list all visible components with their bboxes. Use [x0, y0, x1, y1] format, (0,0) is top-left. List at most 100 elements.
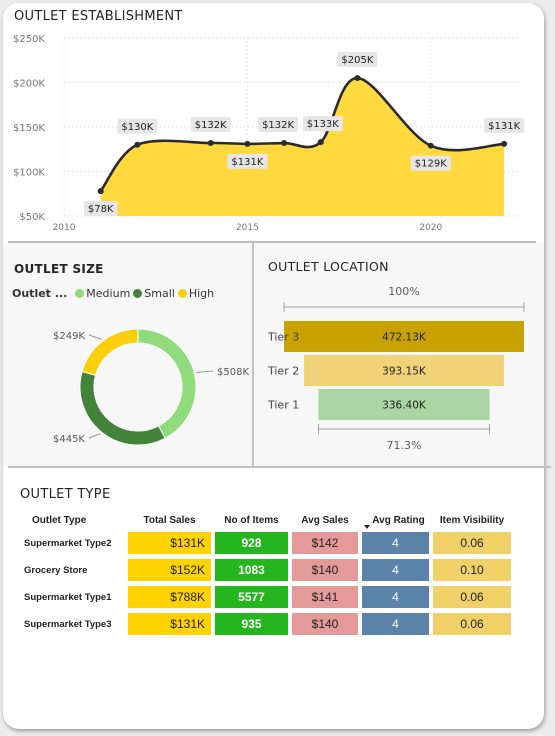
funnel-bar-label: 472.13K [382, 332, 427, 344]
cell-no-of-items: 935 [215, 613, 288, 635]
donut-data-label: $508K [217, 367, 249, 378]
y-tick-label: $100K [13, 168, 45, 179]
x-tick-label: 2015 [236, 223, 259, 233]
cell-no-of-items: 1083 [215, 559, 288, 581]
cell-item-visibility: 0.06 [433, 586, 511, 608]
y-tick-label: $250K [13, 34, 45, 45]
donut-data-label: $249K [53, 331, 85, 342]
cell-no-of-items: 928 [215, 532, 288, 554]
outlet-size-legend: Outlet ... Medium Small High [12, 287, 214, 300]
funnel-category-label: Tier 3 [267, 331, 299, 344]
header-total-sales[interactable]: Total Sales [143, 514, 196, 526]
legend-label-high: High [188, 287, 215, 300]
table-row[interactable]: Supermarket Type3 $131K 935 $140 4 0.06 [18, 613, 511, 635]
cell-total-sales: $131K [128, 613, 211, 635]
donut-data-label: $445K [53, 434, 85, 445]
data-label: $132K [195, 120, 227, 131]
cell-total-sales: $152K [128, 559, 211, 581]
cell-total-sales: $131K [128, 532, 211, 554]
outlet-size-donut-chart: $508K $445K $249K [53, 328, 249, 446]
data-label: $133K [307, 119, 339, 130]
outlet-location-title: OUTLET LOCATION [268, 259, 389, 274]
cell-total-sales: $788K [128, 586, 211, 608]
table-row[interactable]: Supermarket Type2 $131K 928 $142 4 0.06 [18, 532, 511, 554]
cell-outlet-type: Grocery Store [24, 564, 88, 576]
data-label-box [484, 117, 525, 133]
legend-label-small: Small [144, 287, 175, 300]
leader-line [88, 334, 102, 340]
data-label: $78K [88, 204, 114, 215]
series-line [99, 76, 505, 192]
data-point [134, 141, 141, 148]
cell-outlet-type: Supermarket Type1 [24, 591, 112, 603]
header-item-visibility[interactable]: Item Visibility [439, 514, 505, 526]
divider-middle [252, 243, 254, 467]
outlet-establishment-title: OUTLET ESTABLISHMENT [14, 9, 183, 24]
data-label-box [337, 52, 378, 68]
outlet-type-title: OUTLET TYPE [20, 487, 111, 502]
outlet-location-funnel-chart: 100% 472.13K Tier 3 393.15K Tier 2 336.40K Tie… [267, 285, 525, 452]
cell-avg-sales: $140 [292, 559, 358, 581]
funnel-top-percent: 100% [388, 285, 419, 298]
data-label-box [302, 116, 343, 132]
header-avg-sales[interactable]: Avg Sales [301, 514, 349, 526]
cell-avg-rating: 4 [362, 559, 429, 581]
y-tick-label: $150K [13, 123, 45, 134]
header-no-of-items[interactable]: No of Items [224, 514, 279, 526]
data-label: $130K [121, 122, 153, 133]
sort-descending-icon[interactable] [364, 524, 371, 529]
legend-title: Outlet ... [12, 287, 68, 300]
funnel-bar-label: 393.15K [382, 366, 427, 378]
cell-avg-rating: 4 [362, 613, 429, 635]
cell-outlet-type: Supermarket Type3 [24, 618, 112, 630]
leader-line [196, 370, 214, 374]
x-tick-label: 2010 [53, 223, 76, 233]
data-label: $129K [415, 159, 447, 170]
funnel-bar-label: 336.40K [382, 400, 427, 412]
outlet-type-table: Outlet Type Total Sales No of Items Avg … [14, 508, 515, 640]
funnel-bar [284, 321, 524, 352]
data-label-box [117, 118, 158, 134]
data-label-box [410, 155, 451, 171]
cell-avg-sales: $142 [292, 532, 358, 554]
data-point [207, 140, 214, 147]
data-label-box [258, 117, 299, 133]
funnel-bar [318, 389, 490, 420]
table-row[interactable]: Supermarket Type1 $788K 5577 $141 4 0.06 [18, 586, 511, 608]
cell-item-visibility: 0.10 [433, 559, 511, 581]
y-tick-label: $200K [13, 79, 45, 90]
data-point [244, 140, 251, 147]
donut-slice [137, 328, 197, 439]
cell-item-visibility: 0.06 [433, 532, 511, 554]
data-point [97, 188, 104, 195]
data-point [501, 140, 508, 147]
data-point [354, 75, 361, 82]
table-header-row: Outlet Type Total Sales No of Items Avg … [18, 513, 511, 529]
header-avg-rating[interactable]: Avg Rating [362, 513, 429, 529]
cell-avg-sales: $141 [292, 586, 358, 608]
funnel-category-label: Tier 1 [267, 399, 299, 412]
header-avg-rating-label: Avg Rating [372, 514, 425, 526]
funnel-bar [304, 355, 504, 386]
data-point [281, 140, 288, 147]
legend-label-medium: Medium [86, 287, 131, 300]
outlet-size-title: OUTLET SIZE [14, 262, 104, 276]
data-label: $205K [341, 55, 373, 66]
cell-outlet-type: Supermarket Type2 [24, 537, 112, 549]
outlet-establishment-chart: $50K $100K $150K $200K $250K 2010 2015 2020 $78K… [13, 34, 525, 233]
funnel-bottom-percent: 71.3% [387, 439, 422, 452]
data-label-box [190, 117, 231, 133]
legend-dot-high [177, 289, 187, 298]
header-outlet-type[interactable]: Outlet Type [32, 514, 87, 526]
data-label-box [227, 153, 268, 169]
y-tick-label: $50K [19, 212, 45, 223]
data-label: $131K [488, 121, 520, 132]
funnel-category-label: Tier 2 [267, 365, 299, 378]
data-label: $132K [262, 120, 294, 131]
cell-item-visibility: 0.06 [433, 613, 511, 635]
cell-no-of-items: 5577 [215, 586, 288, 608]
table-row[interactable]: Grocery Store $152K 1083 $140 4 0.10 [18, 559, 511, 581]
donut-slice [81, 328, 139, 376]
donut-slice [79, 370, 166, 446]
legend-dot-medium [75, 289, 85, 298]
